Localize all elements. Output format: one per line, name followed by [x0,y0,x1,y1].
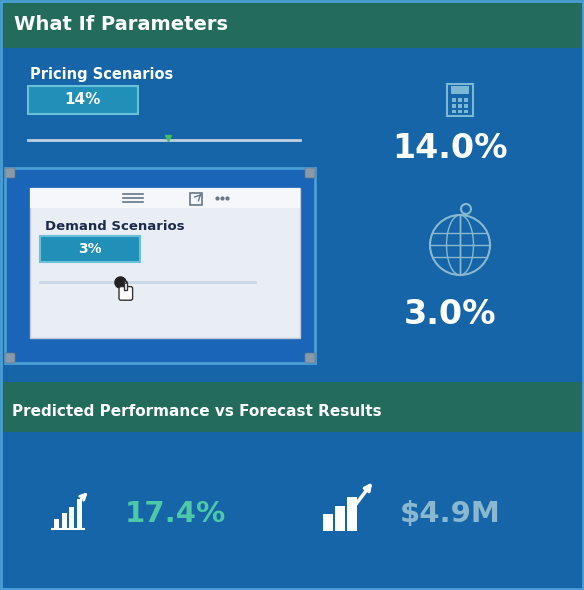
Text: Demand Scenarios: Demand Scenarios [45,219,185,232]
Bar [28,86,138,114]
Bar [447,84,472,116]
FancyBboxPatch shape [5,168,15,178]
Text: Pricing Scenarios: Pricing Scenarios [30,67,173,81]
Bar [451,86,469,94]
Text: Predicted Performance vs Forecast Results: Predicted Performance vs Forecast Result… [12,404,381,418]
Bar [452,104,456,107]
Bar [190,193,203,205]
Text: $4.9M: $4.9M [399,500,500,528]
Bar [69,507,74,529]
FancyBboxPatch shape [305,353,315,363]
FancyBboxPatch shape [119,287,133,300]
Bar [5,168,315,363]
FancyBboxPatch shape [305,168,315,178]
Bar [458,110,462,113]
Bar [0,0,584,48]
Text: 3.0%: 3.0% [404,299,496,332]
Text: 3%: 3% [78,242,102,256]
Bar [464,98,468,102]
Bar [464,104,468,107]
Bar [452,110,456,113]
Bar [452,98,456,102]
Text: 14%: 14% [65,93,101,107]
Bar [0,432,584,590]
Bar [0,390,584,432]
Ellipse shape [124,281,127,283]
Bar [40,236,140,262]
Bar [458,98,462,102]
Bar [61,513,67,529]
Bar [335,506,345,531]
Bar [30,188,300,338]
Bar [77,499,82,529]
Bar [458,104,462,107]
Bar [347,497,357,531]
Bar [0,382,584,390]
Text: 14.0%: 14.0% [392,132,507,165]
Bar [30,188,300,208]
Bar [54,519,60,529]
Text: 17.4%: 17.4% [124,500,225,528]
Bar [464,110,468,113]
Bar [323,514,332,531]
Text: What If Parameters: What If Parameters [14,15,228,34]
Bar [124,282,127,290]
FancyBboxPatch shape [5,353,15,363]
